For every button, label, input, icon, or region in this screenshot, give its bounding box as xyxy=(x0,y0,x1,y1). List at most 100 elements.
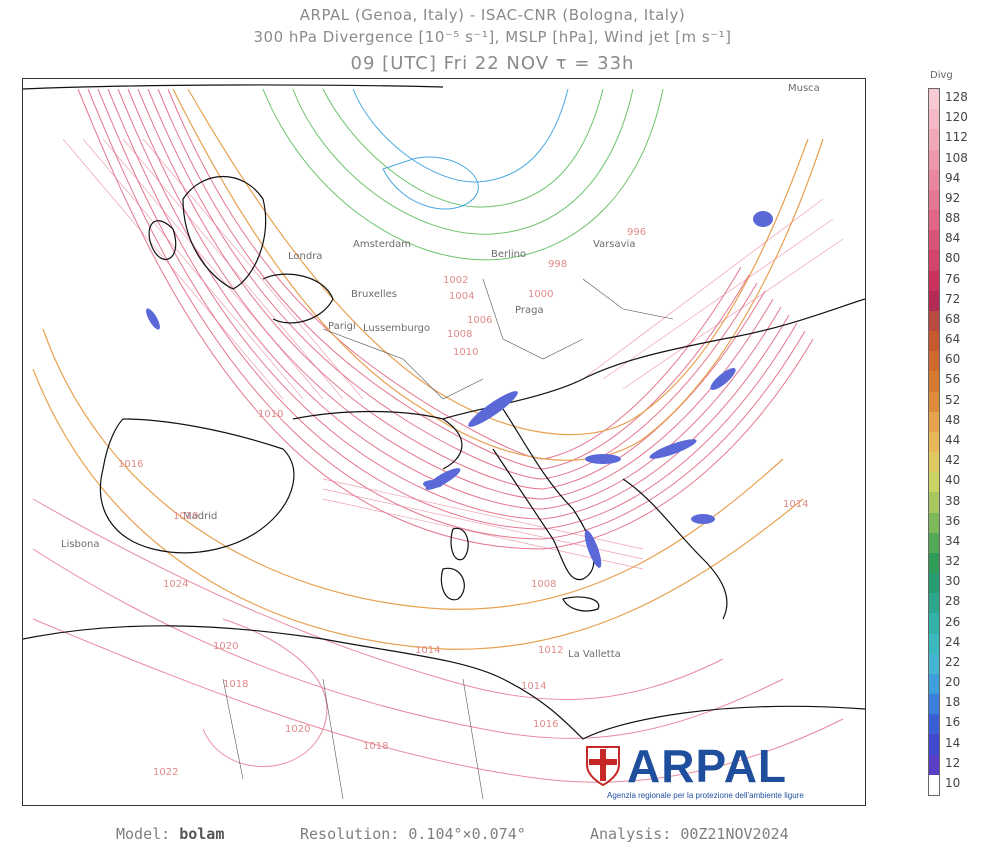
colorbar-segment xyxy=(929,673,939,695)
isobar-label: 1002 xyxy=(443,275,469,286)
colorbar-segment xyxy=(929,512,939,534)
isobar-label: 1008 xyxy=(447,329,473,340)
colorbar-segment xyxy=(929,331,939,352)
colorbar-segment xyxy=(929,472,939,493)
colorbar-segment xyxy=(929,89,939,110)
isobar-label: 998 xyxy=(548,259,568,270)
colorbar-segment xyxy=(929,754,939,776)
colorbar-segment xyxy=(929,351,939,372)
colorbar-tick-label: 112 xyxy=(945,130,968,145)
colorbar-segment xyxy=(929,210,939,231)
isobar-label: 1014 xyxy=(783,499,809,510)
isobar-label: 1024 xyxy=(163,579,189,590)
jet-stream-hatching xyxy=(77,88,814,550)
analysis-label: Analysis: xyxy=(590,825,672,843)
arpal-logo: ARPAL Agenzia regionale per la protezion… xyxy=(583,739,823,805)
colorbar-tick-label: 30 xyxy=(945,574,961,589)
isobar-contours xyxy=(32,498,844,783)
colorbar-segment xyxy=(929,391,939,413)
colorbar-tick-label: 40 xyxy=(945,473,961,488)
colorbar-tick-label: 120 xyxy=(945,110,968,125)
colorbar-segment xyxy=(929,694,939,715)
colorbar-segment xyxy=(929,552,939,574)
city-label: Musca xyxy=(788,83,820,94)
header-line-2: 300 hPa Divergence [10⁻⁵ s⁻¹], MSLP [hPa… xyxy=(253,28,732,46)
city-label: Varsavia xyxy=(593,239,636,250)
city-label: Amsterdam xyxy=(353,239,412,250)
colorbar-segment xyxy=(929,310,939,332)
colorbar-segment xyxy=(929,613,939,635)
blue-contours xyxy=(352,88,569,210)
city-label: Praga xyxy=(515,305,544,316)
colorbar-segment xyxy=(929,250,939,272)
colorbar-segment xyxy=(929,633,939,655)
legend-title: Divg xyxy=(930,70,953,81)
colorbar-tick-label: 12 xyxy=(945,755,961,770)
colorbar-tick-label: 92 xyxy=(945,190,961,205)
weather-map: Musca Londra Amsterdam Berlino Varsavia … xyxy=(22,78,866,806)
isobar-label: 1018 xyxy=(223,679,249,690)
colorbar-tick-label: 56 xyxy=(945,372,961,387)
colorbar-segment xyxy=(929,270,939,292)
header-line-3: 09 [UTC] Fri 22 NOV τ = 33h xyxy=(350,53,635,74)
model-label: Model: xyxy=(116,825,171,843)
colorbar-segment xyxy=(929,573,939,594)
map-graphic xyxy=(23,84,865,800)
colorbar-tick-label: 18 xyxy=(945,695,961,710)
isobar-label: 1020 xyxy=(285,724,311,735)
colorbar-tick-label: 76 xyxy=(945,271,961,286)
city-label: La Valletta xyxy=(568,649,621,660)
colorbar-segment xyxy=(929,129,939,150)
colorbar-segment xyxy=(929,653,939,675)
colorbar-tick-label: 94 xyxy=(945,170,961,185)
logo-subtitle: Agenzia regionale per la protezione dell… xyxy=(607,791,804,800)
colorbar-tick-label: 22 xyxy=(945,654,961,669)
colorbar-tick-label: 14 xyxy=(945,735,961,750)
isobar-label: 1006 xyxy=(467,315,493,326)
city-label: Berlino xyxy=(491,249,527,260)
isobar-label: 1016 xyxy=(533,719,559,730)
colorbar-segment xyxy=(929,734,939,756)
colorbar-segment xyxy=(929,532,939,554)
model-value: bolam xyxy=(179,825,225,843)
colorbar-segment xyxy=(929,290,939,312)
footer-model: Model: bolam xyxy=(116,825,224,843)
divergence-colorbar xyxy=(928,88,940,796)
colorbar-segment xyxy=(929,371,939,393)
colorbar-segment xyxy=(929,452,939,473)
colorbar-tick-label: 64 xyxy=(945,332,961,347)
colorbar-tick-label: 38 xyxy=(945,493,961,508)
colorbar-tick-label: 88 xyxy=(945,211,961,226)
city-label: Londra xyxy=(288,251,323,262)
isobar-label: 1000 xyxy=(528,289,554,300)
isobar-label: 1004 xyxy=(449,291,475,302)
isobar-label: 1018 xyxy=(363,741,389,752)
city-label: Madrid xyxy=(183,511,218,522)
colorbar-tick-label: 34 xyxy=(945,533,961,548)
colorbar-tick-label: 108 xyxy=(945,150,968,165)
colorbar-segment xyxy=(929,411,939,433)
colorbar-segment xyxy=(929,109,939,130)
footer-resolution: Resolution: 0.104°×0.074° xyxy=(300,825,526,843)
isobar-label: 1012 xyxy=(538,645,564,656)
city-label: Lisbona xyxy=(61,539,100,550)
colorbar-tick-label: 10 xyxy=(945,775,961,790)
colorbar-tick-label: 48 xyxy=(945,412,961,427)
colorbar-segment xyxy=(929,230,939,251)
colorbar-tick-label: 28 xyxy=(945,594,961,609)
colorbar-segment xyxy=(929,189,939,211)
borders xyxy=(222,278,674,800)
colorbar-segment xyxy=(929,431,939,453)
analysis-value: 00Z21NOV2024 xyxy=(680,825,789,843)
colorbar-segment xyxy=(929,593,939,614)
colorbar-segment xyxy=(929,492,939,514)
colorbar-tick-label: 68 xyxy=(945,311,961,326)
isobar-label: 1020 xyxy=(213,641,239,652)
colorbar-segment xyxy=(929,714,939,735)
city-label: Lussemburgo xyxy=(363,323,431,334)
logo-wordmark: ARPAL xyxy=(627,740,788,792)
colorbar-tick-label: 26 xyxy=(945,614,961,629)
resolution-value: 0.104°×0.074° xyxy=(408,825,526,843)
colorbar-tick-label: 16 xyxy=(945,715,961,730)
colorbar-tick-label: 52 xyxy=(945,392,961,407)
